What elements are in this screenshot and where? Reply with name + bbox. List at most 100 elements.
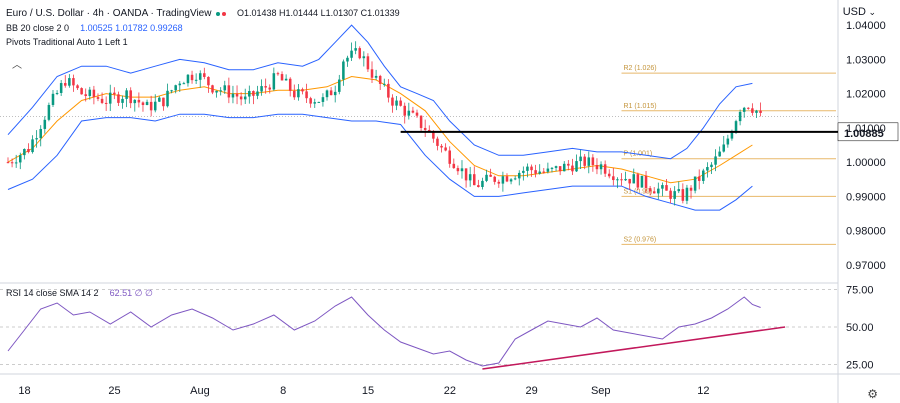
candle-body [239,96,243,100]
candle-body [710,164,713,168]
bb-values: 1.00525 1.01782 0.99268 [80,23,183,33]
settings-gear-icon[interactable]: ⚙ [867,387,878,401]
candle-body [558,166,562,172]
candle-body [685,187,689,201]
candle-body [362,56,366,59]
candle-body [530,166,533,171]
candle-body [730,132,734,139]
candle-body [501,176,505,184]
price-tick-label: 1.02000 [846,89,886,101]
candle-body [538,171,541,174]
candle-body [235,93,239,97]
symbol-legend[interactable]: Euro / U.S. Dollar · 4h · OANDA · Tradin… [6,8,400,19]
candle-body [624,178,627,181]
candle-body [158,97,161,102]
price-axis[interactable]: 1.04000 1.03000 1.02000 1.01000 1.00000 0.990… [846,20,886,371]
price-tick-label: 1.04000 [846,20,886,32]
candle-body [280,74,284,81]
candle-body [27,149,30,153]
candle-body [309,98,312,104]
candle-body [599,164,603,170]
candle-body [497,181,501,184]
candle-body [121,98,124,103]
candle-body [338,79,341,92]
candle-body [706,167,709,171]
currency-label[interactable]: USD ⌄ [842,6,876,18]
candle-body [652,191,656,194]
candle-body [522,170,525,173]
candle-body [117,94,120,103]
candle-body [567,163,570,166]
candle-body [460,168,464,172]
candle-body [203,73,206,77]
market-status-icon [215,11,220,16]
time-axis[interactable]: 18 25 Aug 8 15 22 29 Sep 12 [18,385,709,397]
time-tick-label: 22 [444,385,456,397]
candle-body [669,190,672,199]
price-tick-label: 1.00000 [846,157,886,169]
candle-body [23,149,26,156]
candle-body [149,101,153,111]
candle-body [534,170,537,174]
candle-body [153,101,157,111]
candle-body [43,119,47,129]
candle-body [591,157,595,166]
candle-body [305,91,308,99]
price-tick-label: 1.03000 [846,54,886,66]
pivots-legend[interactable]: Pivots Traditional Auto 1 Left 1 [6,37,128,47]
candle-body [166,90,169,107]
candle-body [88,89,92,96]
bb-lower-line [7,113,753,211]
candle-body [162,97,165,107]
level-tag-label: 1.00885 [844,128,884,140]
candle-body [182,83,186,85]
candle-body [411,110,415,113]
candle-body [55,92,59,94]
time-tick-label: Aug [190,385,210,397]
candle-body [738,111,742,122]
candle-body [293,90,296,98]
rsi-pane [0,289,838,370]
candle-body [693,176,697,191]
candle-body [620,179,623,181]
time-tick-label: 18 [18,385,30,397]
candle-body [648,188,652,192]
candle-body [616,179,619,181]
candle-body [747,107,750,109]
candle-body [517,172,521,179]
candle-body [571,165,574,172]
bb-legend[interactable]: BB 20 close 2 0 1.00525 1.01782 0.99268 [6,23,183,33]
candle-body [284,78,288,81]
candle-body [268,87,272,90]
candle-body [485,174,488,181]
candle-body [313,102,317,104]
candle-body [231,93,235,98]
candle-body [587,157,591,166]
rsi-tick-label: 25.00 [846,360,874,372]
candle-body [6,162,10,164]
candle-body [464,168,468,181]
candle-body [513,178,517,180]
candle-body [272,73,276,90]
candle-body [677,189,681,192]
candle-body [657,188,660,194]
price-tick-label: 0.97000 [846,260,886,272]
price-tick-label: 1.01000 [846,123,886,135]
alert-dot-icon [221,11,226,16]
collapse-legend-icon[interactable]: ︿ [12,60,22,71]
rsi-legend[interactable]: RSI 14 close SMA 14 2 62.51 ∅ ∅ [6,288,153,299]
candle-body [481,180,484,187]
bb-upper-line [7,24,753,160]
candle-body [297,89,300,98]
time-tick-label: 29 [526,385,538,397]
candle-body [477,185,480,187]
candle-body [211,85,214,93]
candle-body [468,174,472,181]
pivot-label: R1 (1.015) [624,103,657,110]
candle-body [370,69,374,78]
candle-body [681,189,685,201]
candle-body [644,175,648,189]
candle-body [317,101,321,103]
